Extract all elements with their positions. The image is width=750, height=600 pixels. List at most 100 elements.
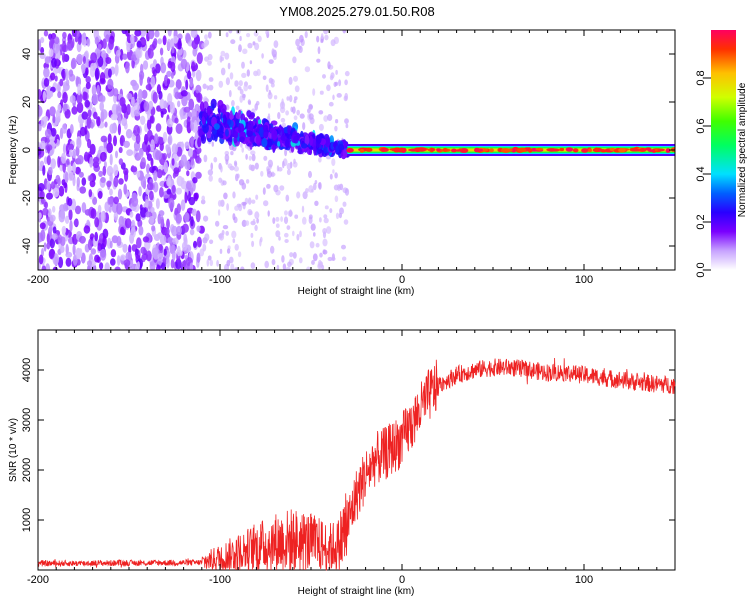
spectrogram-noise-blob: [294, 85, 300, 93]
spectrogram-noise-blob: [284, 232, 289, 238]
spectrogram-noise-blob: [70, 59, 76, 70]
spectrogram-noise-blob: [322, 249, 328, 255]
spectrogram-noise-blob: [97, 204, 102, 214]
spectrogram-noise-blob: [76, 137, 82, 149]
spectrogram-noise-blob: [116, 202, 123, 215]
spectrogram-noise-blob: [110, 249, 117, 258]
spectrogram-noise-blob: [186, 116, 191, 127]
spectrogram-noise-blob: [68, 209, 73, 221]
x-tick-label: -100: [209, 574, 231, 586]
spectrogram-noise-blob: [136, 40, 142, 48]
spectrogram-noise-blob: [38, 254, 44, 265]
spectrogram-onset-blob: [309, 135, 313, 146]
spectrogram-noise-blob: [207, 60, 212, 66]
spectrogram-noise-blob: [57, 256, 64, 269]
spectrogram-noise-blob: [94, 254, 100, 263]
spectrogram-noise-blob: [166, 118, 174, 128]
spectrogram-noise-blob: [271, 48, 275, 56]
spectrogram-noise-blob: [203, 43, 208, 47]
spectrogram-noise-blob: [254, 224, 258, 231]
spectrogram-noise-blob: [206, 259, 210, 267]
spectrogram-noise-blob: [196, 92, 203, 103]
spectrogram-onset-blob: [313, 145, 317, 156]
spectrogram-noise-blob: [46, 242, 51, 250]
spectrogram-noise-blob: [47, 166, 53, 176]
spectrogram-noise-blob: [187, 70, 192, 80]
spectrogram-noise-blob: [43, 77, 50, 87]
spectrogram-noise-blob: [52, 205, 56, 213]
spectrogram-noise-blob: [150, 206, 155, 214]
spectrogram-noise-blob: [143, 101, 150, 112]
spectrogram-noise-blob: [271, 259, 276, 266]
spectrogram-noise-blob: [76, 102, 84, 114]
spectrogram-noise-blob: [133, 102, 140, 112]
spectrogram-noise-blob: [126, 43, 131, 53]
spectrogram-noise-blob: [149, 166, 156, 174]
spectrogram-noise-blob: [153, 170, 158, 182]
spectrogram-noise-blob: [286, 162, 292, 171]
spectrogram-noise-blob: [67, 197, 73, 207]
spectrogram-noise-blob: [230, 263, 235, 270]
spectrogram-noise-blob: [194, 130, 199, 141]
spectrogram-onset-blob: [216, 115, 220, 124]
spectrogram-noise-blob: [69, 220, 73, 232]
spectrogram-noise-blob: [209, 239, 214, 245]
spectrogram-noise-blob: [157, 38, 162, 45]
spectrogram-noise-blob: [182, 223, 189, 233]
spectrogram-noise-blob: [61, 152, 67, 164]
spectrogram-noise-blob: [243, 84, 249, 92]
spectrogram-noise-blob: [149, 190, 154, 201]
snr-x-label: Height of straight line (km): [298, 586, 415, 597]
spectrogram-noise-blob: [241, 61, 245, 69]
spectrogram-noise-blob: [107, 133, 112, 144]
spectrogram-noise-blob: [246, 33, 251, 38]
spectrogram-noise-blob: [167, 78, 171, 85]
spectrogram-noise-blob: [154, 133, 159, 145]
spectrogram-carrier-peak: [365, 147, 373, 152]
spectrogram-noise-blob: [265, 30, 270, 35]
spectrogram-onset-blob: [235, 118, 239, 126]
spectrogram-noise-blob: [87, 238, 93, 251]
spectrogram-carrier-peak: [451, 148, 457, 153]
spectrogram-carrier-peak: [478, 148, 484, 152]
spectrogram-noise-blob: [38, 123, 42, 132]
spectrogram-noise-blob: [46, 145, 51, 154]
spectrogram-noise-blob: [248, 164, 253, 171]
spectrogram-noise-blob: [40, 47, 45, 54]
spectrogram-noise-blob: [51, 233, 58, 241]
spectrogram-noise-blob: [259, 238, 262, 247]
spectrogram-noise-blob: [186, 170, 190, 177]
spectrogram-noise-blob: [44, 201, 48, 209]
spectrogram-noise-blob: [298, 45, 303, 54]
spectrogram-noise-blob: [335, 81, 338, 86]
spectrogram-noise-blob: [136, 237, 142, 249]
spectrogram-carrier-peak: [380, 147, 389, 152]
spectrogram-noise-blob: [287, 261, 292, 268]
spectrogram-noise-blob: [190, 119, 194, 131]
spectrogram-noise-blob: [85, 82, 91, 90]
spectrogram-noise-blob: [69, 124, 74, 134]
spectrogram-noise-blob: [77, 154, 84, 165]
colorbar-tick-label: 0.2: [695, 214, 707, 229]
colorbar-tick-label: 0.4: [695, 166, 707, 181]
spectrogram-noise-blob: [73, 219, 79, 227]
spectrogram-noise-blob: [116, 235, 122, 247]
spectrogram-noise-blob: [235, 105, 240, 111]
spectrogram-onset-blob: [293, 135, 299, 144]
spectrogram-noise-blob: [292, 230, 295, 237]
y-tick-label: 20: [21, 96, 33, 108]
spectrogram-noise-blob: [117, 188, 123, 200]
spectrogram-noise-blob: [84, 125, 88, 135]
spectrogram-noise-blob: [220, 50, 226, 57]
spectrogram-noise-blob: [147, 144, 151, 153]
spectrogram-noise-blob: [96, 84, 100, 95]
spectrogram-noise-blob: [51, 57, 57, 68]
spectrogram-noise-blob: [38, 159, 41, 171]
spectrogram-noise-blob: [289, 252, 294, 258]
spectrogram-onset-blob: [220, 103, 227, 114]
spectrogram-noise-blob: [299, 34, 304, 43]
colorbar-label: Normalized spectral amplitude: [737, 82, 748, 217]
spectrogram-noise-blob: [268, 59, 274, 64]
spectrogram-noise-blob: [67, 39, 74, 51]
